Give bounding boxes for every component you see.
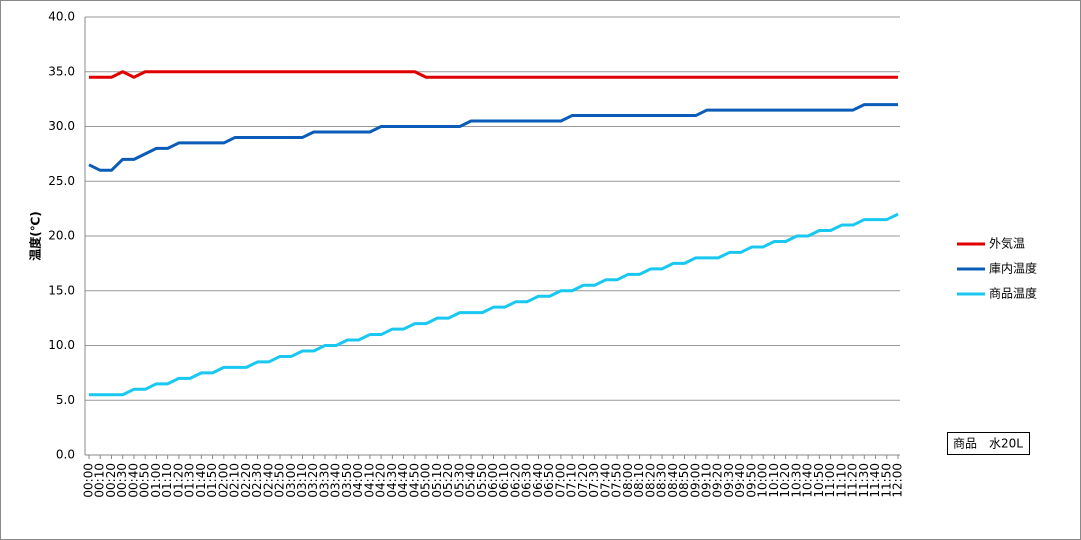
x-tick-label: 05:00 (419, 463, 433, 498)
x-tick-label: 09:30 (722, 463, 736, 498)
x-tick-label: 08:10 (632, 463, 646, 498)
y-tick-label: 0.0 (56, 448, 75, 462)
x-tick-label: 01:10 (160, 463, 174, 498)
y-tick-label: 30.0 (48, 119, 75, 133)
x-tick-label: 11:10 (834, 463, 848, 498)
x-tick-label: 05:50 (475, 463, 489, 498)
x-tick-label: 09:10 (699, 463, 713, 498)
x-tick-label: 03:00 (284, 463, 298, 498)
x-tick-label: 03:50 (340, 463, 354, 498)
x-tick-label: 09:50 (744, 463, 758, 498)
x-tick-label: 01:40 (194, 463, 208, 498)
annotation-box (947, 432, 1030, 455)
x-tick-label: 01:30 (183, 463, 197, 498)
x-tick-label: 08:50 (677, 463, 691, 498)
x-tick-label: 02:00 (216, 463, 230, 498)
y-tick-label: 40.0 (48, 10, 75, 24)
x-tick-label: 00:40 (126, 463, 140, 498)
x-tick-label: 01:20 (171, 463, 185, 498)
x-tick-label: 00:30 (115, 463, 129, 498)
x-tick-label: 05:20 (441, 463, 455, 498)
x-tick-label: 00:50 (138, 463, 152, 498)
x-tick-label: 02:50 (273, 463, 287, 498)
series-line (89, 70, 898, 79)
x-tick-label: 06:30 (520, 463, 534, 498)
x-tick-label: 07:50 (610, 463, 624, 498)
x-tick-label: 11:00 (823, 463, 837, 498)
legend-label: 商品温度 (989, 286, 1037, 301)
x-tick-label: 11:20 (846, 463, 860, 498)
x-tick-label: 07:30 (587, 463, 601, 498)
x-tick-label: 00:10 (93, 463, 107, 498)
y-tick-label: 20.0 (48, 229, 75, 243)
annotation: 商品 水20L (953, 436, 1023, 451)
x-tick-label: 01:50 (205, 463, 219, 498)
x-tick-label: 03:40 (329, 463, 343, 498)
x-tick-label: 11:40 (868, 463, 882, 498)
x-tick-label: 07:00 (553, 463, 567, 498)
x-tick-label: 09:00 (688, 463, 702, 498)
x-tick-label: 10:30 (789, 463, 803, 498)
series-line (88, 103, 898, 172)
x-tick-label: 04:10 (362, 463, 376, 498)
legend-label: 庫内温度 (989, 261, 1037, 276)
x-tick-label: 10:40 (801, 463, 815, 498)
x-tick-label: 09:40 (733, 463, 747, 498)
y-tick-label: 15.0 (48, 283, 75, 297)
x-tick-label: 06:10 (497, 463, 511, 498)
x-tick-label: 02:20 (239, 463, 253, 498)
x-tick-label: 08:40 (666, 463, 680, 498)
x-tick-label: 09:20 (711, 463, 725, 498)
x-tick-label: 11:30 (857, 463, 871, 498)
x-tick-label: 02:40 (261, 463, 275, 498)
x-tick-label: 02:30 (250, 463, 264, 498)
x-tick-label: 08:20 (643, 463, 657, 498)
y-tick-label: 5.0 (56, 393, 75, 407)
series-line (89, 212, 899, 397)
x-tick-label: 08:30 (655, 463, 669, 498)
x-tick-label: 06:00 (486, 463, 500, 498)
legend-label: 外気温 (989, 236, 1025, 251)
x-tick-label: 02:10 (228, 463, 242, 498)
x-tick-label: 04:30 (385, 463, 399, 498)
x-tick-label: 04:20 (374, 463, 388, 498)
x-tick-label: 03:20 (306, 463, 320, 498)
y-axis-label: 温度(℃) (28, 211, 43, 261)
x-tick-label: 04:50 (407, 463, 421, 498)
x-tick-label: 10:20 (778, 463, 792, 498)
x-tick-label: 01:00 (149, 463, 163, 498)
x-tick-label: 06:50 (542, 463, 556, 498)
x-tick-label: 07:20 (576, 463, 590, 498)
x-tick-label: 00:00 (82, 463, 96, 498)
x-tick-label: 05:40 (464, 463, 478, 498)
x-tick-label: 07:40 (598, 463, 612, 498)
x-tick-label: 10:00 (756, 463, 770, 498)
x-tick-label: 05:10 (430, 463, 444, 498)
x-tick-label: 11:50 (879, 463, 893, 498)
x-tick-label: 07:10 (565, 463, 579, 498)
x-tick-label: 03:30 (317, 463, 331, 498)
x-tick-label: 00:20 (104, 463, 118, 498)
x-tick-label: 10:10 (767, 463, 781, 498)
x-tick-label: 08:00 (621, 463, 635, 498)
y-tick-label: 25.0 (48, 174, 75, 188)
x-tick-label: 06:20 (508, 463, 522, 498)
x-tick-label: 03:10 (295, 463, 309, 498)
x-tick-label: 10:50 (812, 463, 826, 498)
y-tick-label: 10.0 (48, 338, 75, 352)
x-tick-label: 12:00 (891, 463, 905, 498)
x-tick-label: 04:40 (396, 463, 410, 498)
x-tick-label: 05:30 (452, 463, 466, 498)
x-tick-label: 06:40 (531, 463, 545, 498)
y-tick-label: 35.0 (48, 64, 75, 78)
x-tick-label: 04:00 (351, 463, 365, 498)
